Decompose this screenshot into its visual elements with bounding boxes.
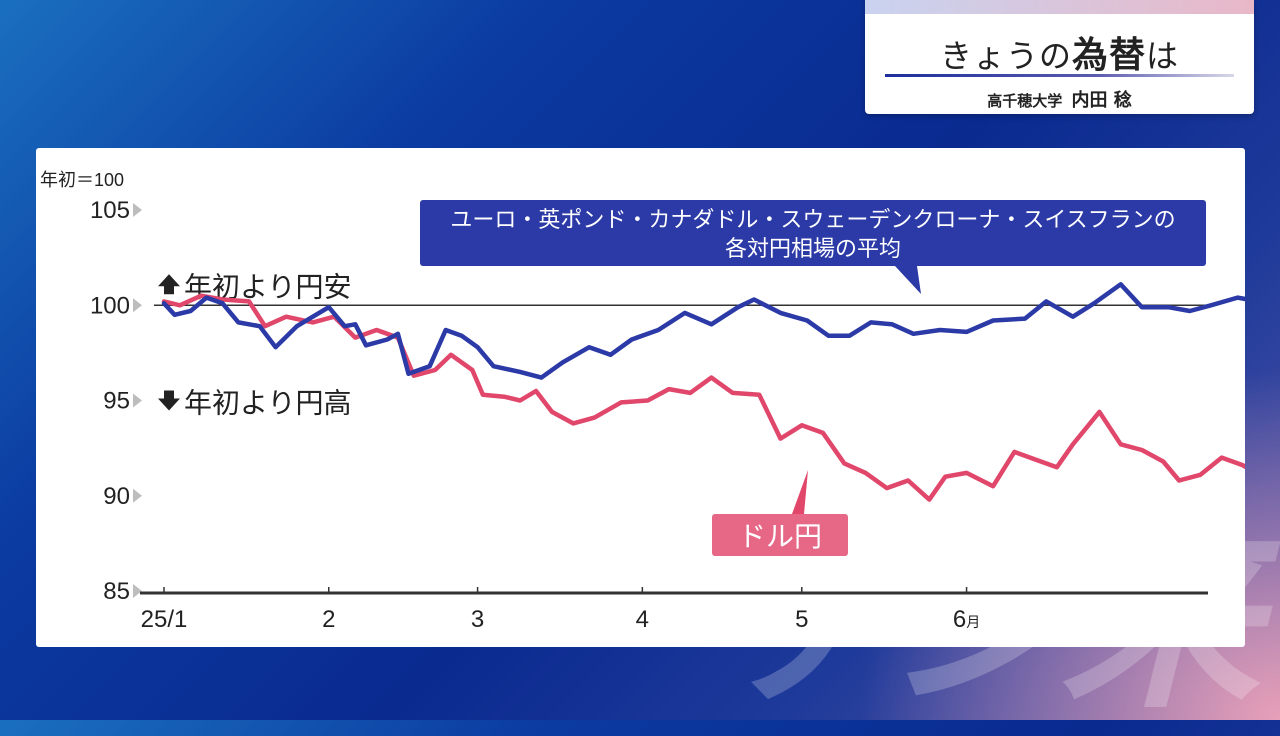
y-tick-label: 100 [90, 292, 130, 319]
author-affiliation: 高千穂大学 [987, 92, 1063, 110]
x-tick-label: 5 [795, 606, 808, 633]
y-tick-label: 95 [103, 388, 130, 415]
y-tick-arrow [133, 584, 142, 598]
annotation-pointer [792, 470, 808, 514]
y-tick-arrow [133, 298, 142, 313]
up-arrow-icon [158, 274, 180, 295]
author-name: 内田 稔 [1071, 90, 1132, 111]
title-card: きょうの為替は 高千穂大学 内田 稔 [865, 0, 1254, 114]
annotation-pointer [895, 266, 921, 294]
x-tick-label: 25/1 [141, 606, 188, 633]
author-line: 高千穂大学 内田 稔 [865, 86, 1254, 112]
y-tick-arrow [133, 393, 142, 408]
title-prefix: きょうの [939, 37, 1072, 75]
x-tick-label: 2 [322, 606, 335, 633]
series-annotation-label: ドル円 [738, 521, 822, 552]
y-tick-label: 90 [103, 483, 130, 510]
y-tick-label: 105 [90, 197, 130, 224]
x-month-suffix: 月 [966, 614, 980, 630]
series-annotation-box [712, 514, 848, 556]
y-tick-arrow [133, 203, 142, 217]
title-card-accent [865, 0, 1254, 14]
series-line [161, 282, 1280, 380]
series-annotation-box [420, 200, 1206, 266]
y-unit-label: 年初＝100 [40, 170, 124, 190]
page-title: きょうの為替は [865, 26, 1254, 78]
y-tick-arrow [133, 488, 142, 503]
x-tick-label: 6月 [953, 606, 980, 633]
series-line [161, 293, 1280, 502]
title-bold: 為替 [1071, 35, 1146, 76]
yen-strong-label: 年初より円高 [184, 388, 351, 419]
series-annotation-line2: 各対円相場の平均 [725, 236, 901, 261]
chart-panel: 年初＝100 105 100 95 90 85 25/1 2 3 4 5 6月 年初より円安 年初より円高… [36, 148, 1280, 647]
y-tick-label: 85 [103, 578, 130, 605]
x-tick-label: 3 [471, 606, 484, 633]
x-tick-label: 4 [636, 606, 649, 633]
title-suffix: は [1146, 37, 1180, 75]
series-annotation-line1: ユーロ・英ポンド・カナダドル・スウェーデンクローナ・スイスフランの [450, 207, 1175, 232]
title-divider [885, 74, 1234, 77]
down-arrow-icon [158, 390, 180, 411]
